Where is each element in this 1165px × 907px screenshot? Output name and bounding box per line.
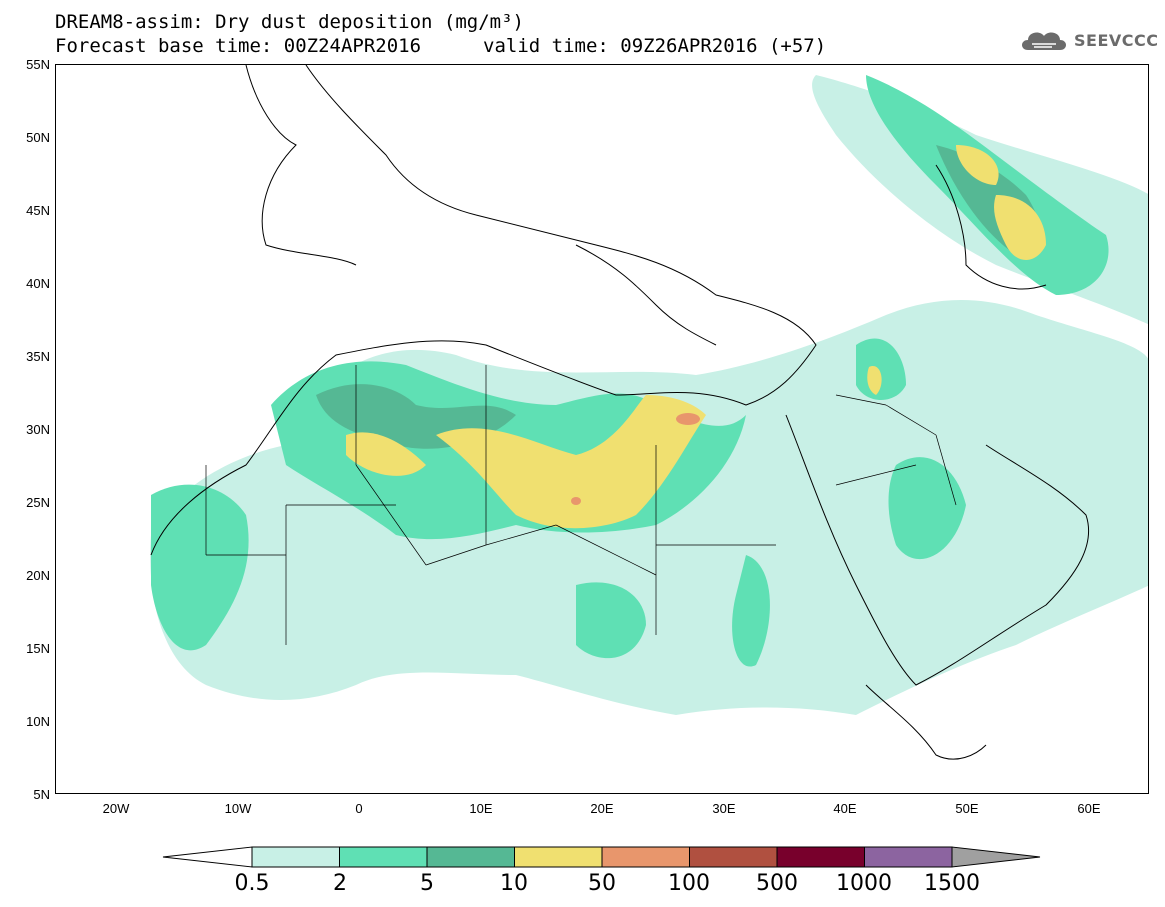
legend-color-box (251, 846, 340, 868)
legend-label: 50 (588, 871, 616, 896)
legend-label: 2 (333, 871, 347, 896)
color-legend (162, 846, 1041, 868)
lon-label-10w: 10W (224, 801, 252, 816)
legend-label: 1500 (924, 871, 980, 896)
lon-label-20w: 20W (102, 801, 130, 816)
lon-label-40e: 40E (833, 801, 857, 816)
legend-label: 100 (668, 871, 710, 896)
lat-label-55n: 55N (26, 57, 50, 72)
legend-color-box (339, 846, 428, 868)
legend-color-box (601, 846, 690, 868)
lon-label-10e: 10E (469, 801, 493, 816)
dust-field-orange (571, 413, 700, 505)
dust-field-yellow (346, 145, 1046, 529)
legend-under-triangle (162, 846, 253, 868)
map-title: DREAM8-assim: Dry dust deposition (mg/m³… (55, 11, 524, 33)
lat-label-15n: 15N (26, 641, 50, 656)
cloud-icon (1022, 32, 1066, 50)
valid-time: valid time: 09Z26APR2016 (+57) (483, 35, 827, 57)
coastlines (150, 65, 1090, 760)
legend-color-box (864, 846, 953, 868)
legend-label: 0.5 (234, 871, 270, 896)
lat-label-10n: 10N (26, 714, 50, 729)
legend-label: 1000 (836, 871, 892, 896)
legend-color-box (514, 846, 603, 868)
lon-label-60e: 60E (1077, 801, 1101, 816)
legend-label: 5 (420, 871, 434, 896)
lat-label-20n: 20N (26, 568, 50, 583)
forecast-base-time: Forecast base time: 00Z24APR2016 (55, 35, 422, 57)
dust-deposition-map (150, 65, 1148, 760)
seevccc-logo: SEEVCCC (1018, 26, 1159, 54)
lat-label-35n: 35N (26, 349, 50, 364)
map-panel (55, 64, 1149, 794)
legend-color-box (689, 846, 778, 868)
lon-label-30e: 30E (712, 801, 736, 816)
lat-label-40n: 40N (26, 276, 50, 291)
lon-label-20e: 20E (590, 801, 614, 816)
legend-over-triangle (951, 846, 1041, 868)
country-borders (205, 365, 957, 645)
lat-label-25n: 25N (26, 495, 50, 510)
legend-color-box (776, 846, 865, 868)
lat-label-45n: 45N (26, 203, 50, 218)
legend-label: 10 (500, 871, 528, 896)
lat-label-30n: 30N (26, 422, 50, 437)
lon-label-50e: 50E (955, 801, 979, 816)
legend-color-box (426, 846, 515, 868)
lat-label-5n: 5N (33, 787, 50, 802)
logo-text: SEEVCCC (1074, 30, 1159, 50)
legend-label: 500 (756, 871, 798, 896)
lat-label-50n: 50N (26, 130, 50, 145)
lon-label-0: 0 (355, 801, 363, 816)
